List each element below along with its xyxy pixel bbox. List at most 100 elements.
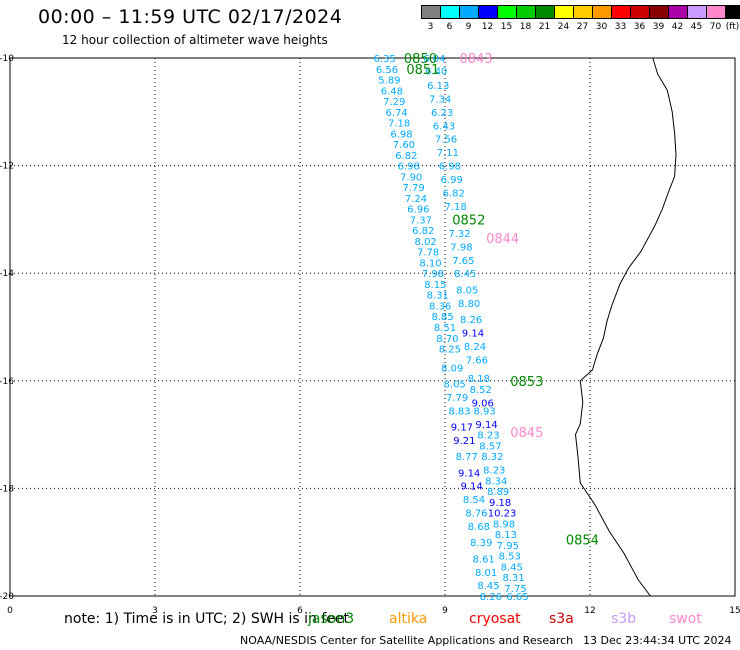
swh-value: 6.13	[427, 81, 449, 92]
swh-value: 7.18	[445, 202, 467, 213]
pass-time-label: 0853	[510, 375, 543, 390]
swh-value: 6.35	[373, 54, 395, 65]
swh-value: 9.06	[472, 398, 494, 409]
swh-value: 8.93	[474, 406, 496, 417]
swh-value: 8.23	[477, 431, 499, 442]
swh-value: 6.82	[412, 226, 434, 237]
swh-value: 8.09	[441, 363, 463, 374]
x-tick-label: 12	[584, 606, 595, 616]
satellite-name: altika	[389, 611, 428, 627]
swh-value: 6.96	[407, 205, 429, 216]
swh-value: 8.31	[503, 573, 525, 584]
swh-value: 7.79	[402, 183, 424, 194]
swh-value: 8.83	[448, 406, 470, 417]
y-tick-label: -16	[0, 377, 14, 387]
swh-value: 8.51	[434, 323, 456, 334]
swh-value: 6.40	[425, 66, 447, 77]
swh-value: 8.77	[456, 452, 478, 463]
swh-value: 8.34	[485, 476, 507, 487]
swh-value: 7.75	[504, 584, 526, 595]
swh-value: 8.76	[465, 509, 487, 520]
swh-value: 7.95	[497, 541, 519, 552]
swh-value: 6.65	[506, 592, 528, 603]
swh-value: 6.98	[390, 129, 412, 140]
pass-time-label: 0843	[460, 52, 493, 67]
swh-value: 7.29	[383, 97, 405, 108]
swh-value: 8.31	[427, 291, 449, 302]
swh-observations: 6.35 6.04 6.56 6.40 5.89 6.13 6.48 7.34 7.296.74…	[373, 54, 528, 603]
legend-label: 39	[652, 22, 665, 32]
swh-value: 8.26	[480, 592, 502, 603]
legend-label: 3	[427, 22, 434, 32]
swh-value: 8.80	[458, 299, 480, 310]
swh-value: 6.74	[386, 108, 408, 119]
legend-label: 33	[614, 22, 627, 32]
swh-value: 7.34	[429, 94, 451, 105]
y-tick-label: -18	[0, 484, 14, 494]
legend-label: 70	[709, 22, 722, 32]
x-tick-label: 9	[442, 606, 448, 616]
swh-value: 8.53	[499, 552, 521, 563]
swh-value: 8.26	[460, 315, 482, 326]
swh-value: 8.70	[436, 334, 458, 345]
swh-value: 6.82	[395, 151, 417, 162]
swh-value: 6.23	[431, 108, 453, 119]
legend-label: 9	[465, 22, 472, 32]
satellite-name: s3a	[549, 611, 574, 627]
swh-value: 8.45	[501, 562, 523, 573]
swh-value: 7.65	[452, 256, 474, 267]
swh-value: 8.57	[479, 441, 501, 452]
swh-value: 6.48	[381, 86, 403, 97]
swh-value: 7.37	[410, 215, 432, 226]
legend-label: 45	[690, 22, 703, 32]
swh-value: 9.18	[489, 498, 511, 509]
swh-value: 8.39	[470, 538, 492, 549]
map-subtitle: 12 hour collection of altimeter wave hei…	[62, 33, 328, 47]
swh-value: 6.82	[443, 189, 465, 200]
swh-value: 8.52	[470, 385, 492, 396]
swh-value: 8.85	[431, 312, 453, 323]
swh-value: 8.05	[444, 379, 466, 390]
legend-label: 27	[576, 22, 589, 32]
swh-value: 8.13	[495, 530, 517, 541]
y-tick-label: -12	[0, 162, 14, 172]
legend-label: 42	[671, 22, 684, 32]
swh-value: 9.14	[460, 482, 482, 493]
footer-note: note: 1) Time is in UTC; 2) SWH is in fe…	[64, 611, 350, 627]
swh-value: 8.10	[419, 258, 441, 269]
legend-unit: (ft)	[725, 22, 740, 32]
swh-value: 9.14	[475, 420, 497, 431]
swh-value: 7.32	[448, 229, 470, 240]
swh-value: 5.89	[378, 76, 400, 87]
pass-time-label: 0850	[404, 52, 437, 67]
swh-value: 6.99	[441, 175, 463, 186]
y-tick-label: -10	[0, 54, 14, 64]
y-tick-label: -20	[0, 592, 14, 602]
swh-value: 8.05	[456, 285, 478, 296]
pass-time-label: 0854	[566, 534, 599, 549]
swh-value: 8.89	[487, 487, 509, 498]
swh-value: 8.68	[468, 522, 490, 533]
swh-value: 6.43	[433, 121, 455, 132]
swh-value: 8.36	[429, 301, 451, 312]
swh-value: 7.24	[405, 194, 427, 205]
swh-value: 9.21	[453, 436, 475, 447]
swh-value: 7.66	[466, 355, 488, 366]
swh-value: 8.01	[475, 568, 497, 579]
axis-tick-labels: 0 3 6 9 12 15 -10 -12 -14 -16 -18 -20	[0, 54, 740, 616]
swh-value: 6.56	[376, 65, 398, 76]
swh-value: 8.54	[463, 495, 485, 506]
pass-time-label: 0844	[486, 232, 519, 247]
legend-label: 18	[519, 22, 532, 32]
x-tick-label: 15	[729, 606, 740, 616]
swh-value: 7.60	[393, 140, 415, 151]
legend-label: 21	[538, 22, 551, 32]
swh-value: 8.25	[439, 345, 461, 356]
swh-value: 6.04	[423, 54, 445, 65]
map-frame	[9, 57, 736, 597]
swh-value: 7.90	[400, 172, 422, 183]
swh-value: 8.24	[464, 342, 486, 353]
swh-value: 7.18	[388, 119, 410, 130]
